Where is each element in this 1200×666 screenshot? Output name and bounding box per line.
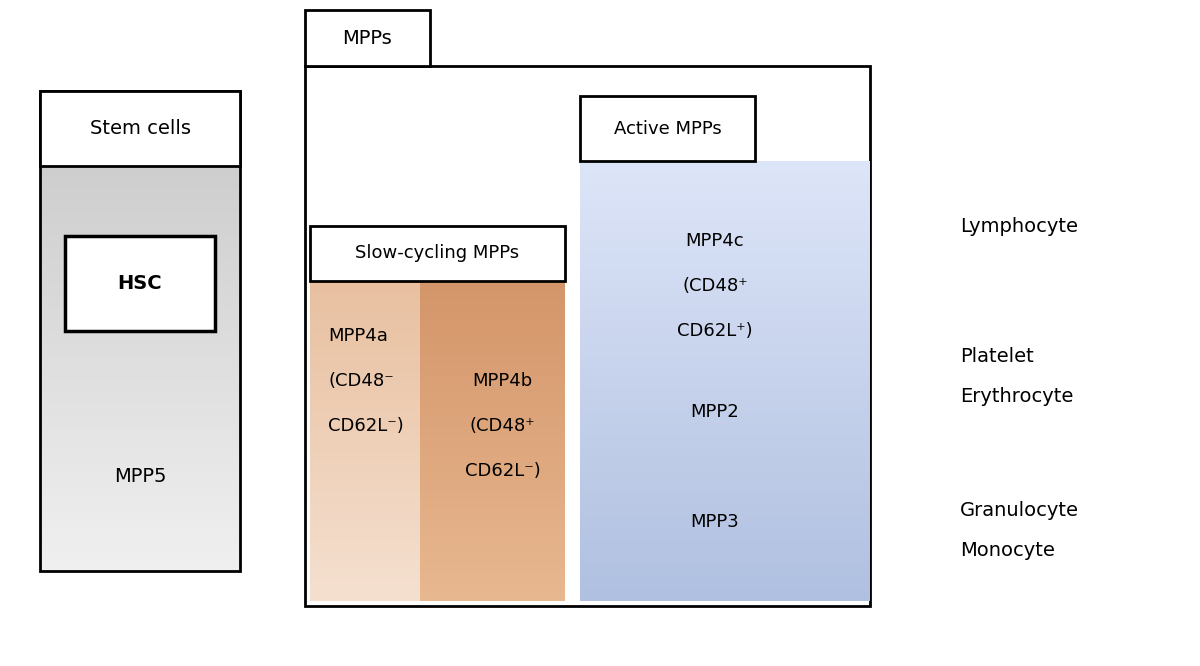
Text: MPPs: MPPs (343, 29, 392, 47)
Text: MPP5: MPP5 (114, 466, 167, 486)
Text: Lymphocyte: Lymphocyte (960, 216, 1078, 236)
Text: HSC: HSC (118, 274, 162, 293)
Text: MPP2: MPP2 (691, 403, 739, 421)
Bar (40, 91, 240, 571)
Text: MPP3: MPP3 (691, 513, 739, 531)
Text: (CD48⁺: (CD48⁺ (682, 277, 748, 295)
Text: (CD48⁻: (CD48⁻ (328, 372, 394, 390)
Bar (580, 96, 755, 161)
Text: Monocyte: Monocyte (960, 541, 1055, 561)
Bar (305, 66, 870, 606)
Text: MPP4c: MPP4c (685, 232, 744, 250)
Bar (310, 226, 565, 281)
Text: MPP4b: MPP4b (473, 372, 533, 390)
Text: Erythrocyte: Erythrocyte (960, 386, 1073, 406)
Text: MPP4a: MPP4a (328, 327, 388, 345)
Text: CD62L⁻): CD62L⁻) (328, 417, 403, 435)
Text: CD62L⁺): CD62L⁺) (677, 322, 752, 340)
Text: (CD48⁺: (CD48⁺ (469, 417, 535, 435)
Bar (65, 236, 215, 331)
Text: Slow-cycling MPPs: Slow-cycling MPPs (355, 244, 520, 262)
Text: Active MPPs: Active MPPs (613, 119, 721, 137)
Text: CD62L⁻): CD62L⁻) (464, 462, 540, 480)
Text: Stem cells: Stem cells (90, 119, 191, 139)
Bar (40, 91, 240, 166)
Bar (305, 10, 430, 66)
Text: Platelet: Platelet (960, 346, 1033, 366)
Text: Granulocyte: Granulocyte (960, 501, 1079, 521)
